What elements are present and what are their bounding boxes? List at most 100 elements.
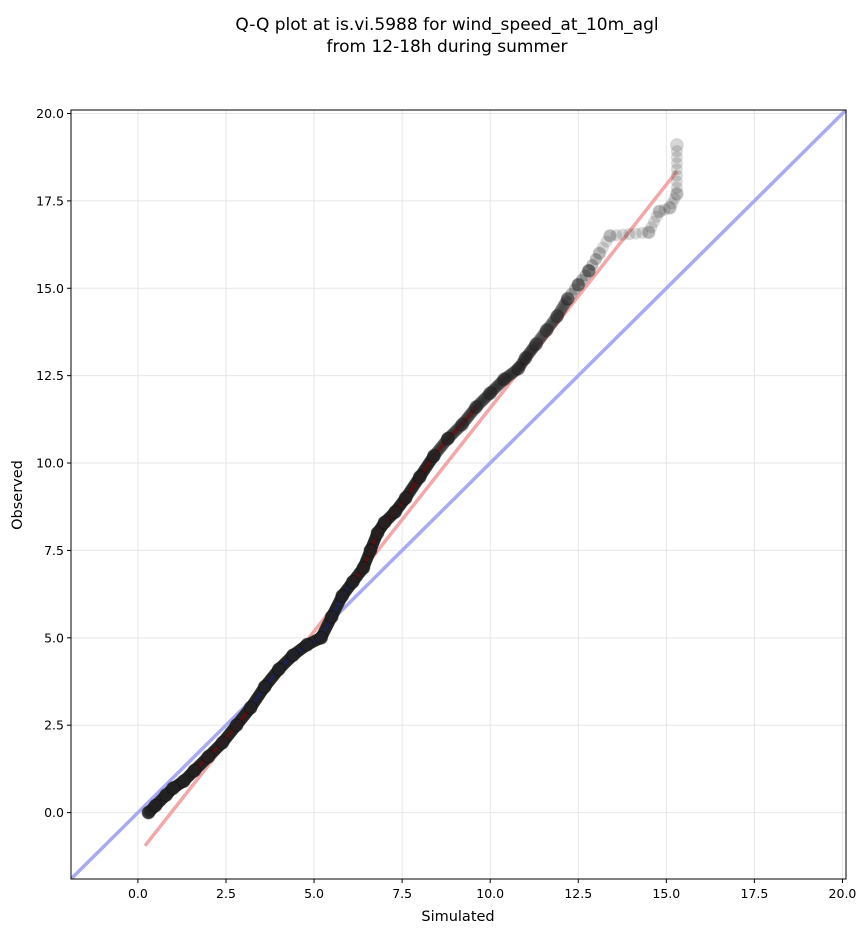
quantile-band-point — [478, 392, 491, 405]
quantile-band-point — [603, 229, 616, 242]
quantile-band-point — [645, 221, 658, 234]
quantile-point — [356, 560, 371, 575]
quantile-band-point — [636, 226, 649, 239]
quantile-point — [669, 186, 684, 201]
y-tick-label: 0.0 — [44, 805, 64, 820]
quantile-point — [426, 449, 441, 464]
quantile-band-point — [484, 387, 497, 400]
quantile-point — [324, 609, 339, 624]
quantile-point — [669, 137, 684, 152]
quantile-band-point — [523, 346, 536, 359]
quantile-point — [335, 588, 350, 603]
quantile-band-point — [650, 210, 663, 223]
quantile-band-point — [496, 374, 509, 387]
quantile-band-point — [579, 269, 592, 282]
quantile-band-point — [494, 376, 507, 389]
quantile-band-point — [519, 352, 532, 365]
quantile-band-point — [596, 241, 609, 254]
quantile-band-point — [668, 192, 681, 205]
quantile-band-point — [560, 294, 573, 307]
quantile-point — [300, 637, 315, 652]
y-axis-label: Observed — [10, 460, 26, 530]
quantile-band-point — [629, 227, 642, 240]
quantile-band-point — [600, 235, 613, 248]
quantile-band-point — [510, 364, 523, 377]
y-tick-label: 10.0 — [36, 456, 64, 471]
quantile-band-point — [565, 288, 578, 301]
quantile-band-point — [513, 360, 526, 373]
quantile-band-point — [546, 316, 559, 329]
quantile-point — [201, 749, 216, 764]
quantile-point — [257, 679, 272, 694]
quantile-band-point — [530, 338, 542, 351]
x-tick-label: 2.5 — [216, 886, 236, 901]
quantile-point — [511, 361, 526, 376]
grid-lines — [71, 110, 846, 879]
x-tick-label: 0.0 — [128, 886, 148, 901]
x-tick-label: 15.0 — [652, 886, 680, 901]
quantile-point — [187, 763, 202, 778]
quantile-band-point — [572, 278, 585, 291]
quantile-point — [314, 630, 329, 645]
quantile-band-point — [553, 305, 566, 318]
quantile-band-point — [670, 169, 683, 182]
density-core-segment — [460, 406, 478, 426]
quantile-band-point — [670, 175, 683, 188]
quantile-band-point — [556, 301, 569, 314]
quantile-band-point — [482, 388, 495, 401]
quantile-band-point — [533, 334, 546, 347]
quantile-band-point — [542, 322, 555, 335]
quantile-band-point — [500, 371, 513, 384]
quantile-point — [592, 246, 607, 261]
quantile-point — [518, 351, 533, 366]
quantile-point — [176, 774, 191, 789]
quantile-band-point — [525, 344, 538, 357]
quantile-point — [243, 700, 258, 715]
quantile-band-point — [520, 350, 533, 363]
quantile-band-point — [552, 308, 565, 321]
x-axis-label: Simulated — [421, 909, 494, 925]
quantile-band-point — [653, 205, 666, 218]
quantile-band-point — [473, 397, 486, 410]
quantile-point — [641, 225, 656, 240]
quantile-band-point — [506, 367, 519, 380]
chart-title-line2: from 12-18h during summer — [327, 37, 568, 57]
y-tick-label: 12.5 — [36, 368, 64, 383]
quantile-point — [166, 781, 181, 796]
quantile-band-point — [522, 348, 535, 361]
quantile-band-point — [489, 381, 502, 394]
x-tick-label: 10.0 — [476, 886, 504, 901]
quantile-point — [560, 291, 575, 306]
quantile-band-point — [502, 370, 515, 383]
axis-ticks: 0.0 2.5 5.0 7.5 10.0 12.5 15.0 17.5 20.0 0.0 2.5 5.… — [36, 106, 856, 901]
quantile-point — [571, 277, 586, 292]
quantile-band-point — [666, 197, 679, 210]
quantile-band-point — [477, 394, 490, 407]
quantile-point — [581, 263, 596, 278]
chart-title-line1: Q-Q plot at is.vi.5988 for wind_speed_at… — [235, 15, 658, 35]
quantile-band-point — [543, 320, 556, 333]
quantile-band-point — [515, 358, 528, 371]
quantile-point — [440, 431, 455, 446]
quantile-band-point — [670, 163, 683, 176]
x-tick-label: 20.0 — [829, 886, 857, 901]
quantile-band-point — [508, 365, 521, 378]
quantile-band-point — [642, 226, 655, 239]
quantile-point — [370, 525, 385, 540]
quantile-band-point — [537, 328, 550, 341]
quantile-point — [388, 504, 403, 519]
quantile-band-point — [670, 157, 683, 170]
quantile-band-point — [582, 264, 595, 277]
quantile-band-point — [551, 310, 564, 323]
quantile-band-point — [491, 380, 504, 393]
quantile-point — [412, 470, 427, 485]
quantile-point — [215, 735, 230, 750]
quantile-band-point — [536, 330, 549, 343]
quantile-band-point — [670, 145, 683, 158]
y-tick-label: 7.5 — [44, 543, 64, 558]
quantile-point — [398, 490, 413, 505]
quantile-band-point — [475, 395, 488, 408]
x-tick-label: 7.5 — [392, 886, 412, 901]
plot-frame — [70, 109, 847, 880]
